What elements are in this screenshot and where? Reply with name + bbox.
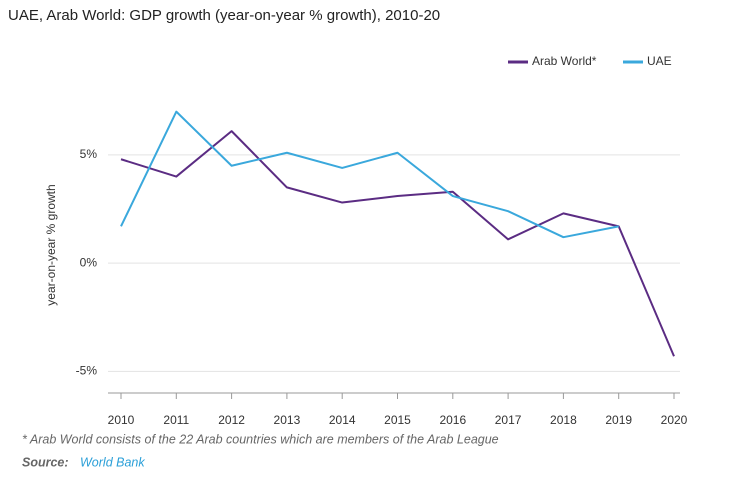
x-tick-label: 2010 <box>108 413 135 427</box>
y-tick-label: -5% <box>76 364 98 378</box>
x-tick-label: 2019 <box>605 413 632 427</box>
footnote: * Arab World consists of the 22 Arab cou… <box>22 432 499 446</box>
x-tick-label: 2020 <box>661 413 688 427</box>
y-tick-label: 0% <box>80 255 98 269</box>
x-tick-label: 2011 <box>163 413 189 427</box>
source-link[interactable]: World Bank <box>80 455 145 469</box>
y-tick-label: 5% <box>80 147 98 161</box>
series-line <box>120 130 675 357</box>
legend-label: UAE <box>647 54 672 68</box>
chart-title: UAE, Arab World: GDP growth (year-on-yea… <box>8 7 440 24</box>
x-tick-label: 2013 <box>274 413 301 427</box>
x-tick-label: 2016 <box>439 413 466 427</box>
x-tick-label: 2014 <box>329 413 356 427</box>
y-axis-label: year-on-year % growth <box>44 184 58 305</box>
x-tick-label: 2015 <box>384 413 411 427</box>
x-tick-label: 2017 <box>495 413 522 427</box>
x-tick-label: 2012 <box>218 413 245 427</box>
legend-label: Arab World* <box>532 54 597 68</box>
source-label: Source: <box>22 455 69 469</box>
x-tick-label: 2018 <box>550 413 577 427</box>
series-line <box>120 110 619 239</box>
